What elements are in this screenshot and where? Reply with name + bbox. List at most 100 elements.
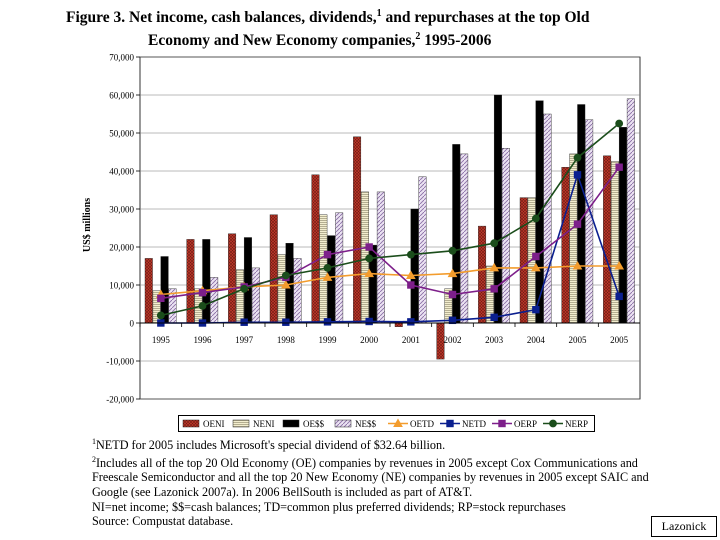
author-tag: Lazonick	[651, 516, 717, 537]
bar-oecash-2005	[577, 104, 586, 324]
legend-label-nerp: NERP	[565, 419, 588, 429]
title-line2: Economy and New Economy companies,	[148, 32, 416, 50]
point-oetd-2001	[405, 270, 416, 279]
bar-oeni-2000	[353, 136, 362, 324]
y-tick-label: 50,000	[109, 129, 134, 139]
abbreviations-note: NI=net income; $$=cash balances; TD=comm…	[92, 499, 566, 514]
y-axis-label: US$ millions	[82, 198, 93, 252]
figure-title: Figure 3. Net income, cash balances, div…	[66, 4, 666, 50]
x-tick-label: 2002	[444, 335, 462, 345]
line-netd	[160, 172, 620, 324]
point-nerp-2001	[406, 250, 415, 259]
x-tick-label: 1999	[319, 335, 338, 345]
x-tick-label: 2003	[485, 335, 504, 345]
point-oetd-2000	[364, 268, 375, 278]
x-tick-label: 2001	[402, 335, 420, 345]
point-oerp-2001	[407, 281, 415, 289]
title-line2-suffix: 1995-2006	[420, 32, 492, 50]
footnotes: 1NETD for 2005 includes Microsoft's spec…	[92, 435, 652, 529]
lines-group	[155, 119, 625, 327]
point-nerp-2000	[365, 254, 374, 263]
legend-label-neni: NENI	[253, 419, 275, 429]
point-oerp-2005	[573, 220, 582, 228]
y-tick-label: 20,000	[109, 243, 134, 253]
legend-svg: OENI NENI OE$$ NE$$ OETD NETD OERP NERP	[182, 418, 588, 429]
bar-oeni-1995	[144, 258, 153, 324]
point-oerp-2004	[532, 252, 540, 261]
point-oetd-2005	[572, 260, 583, 270]
point-nerp-2004	[531, 214, 540, 223]
point-nerp-2005	[573, 153, 582, 162]
bar-oeni-1996	[186, 239, 195, 324]
legend-swatch-necash	[334, 419, 352, 428]
y-tick-label: 40,000	[109, 167, 134, 177]
point-oerp-2005	[615, 163, 623, 171]
point-nerp-1999	[323, 264, 332, 272]
bar-neni-1998	[277, 254, 286, 324]
x-tick-label: 1997	[235, 335, 254, 345]
bar-necash-2001	[418, 176, 427, 324]
point-oetd-2002	[447, 268, 458, 278]
point-oetd-1999	[322, 272, 333, 281]
point-oerp-1995	[157, 294, 165, 303]
y-tick-label: 10,000	[109, 281, 134, 291]
legend-marker-netd	[446, 419, 454, 428]
point-netd-2001	[407, 318, 415, 326]
point-nerp-2003	[490, 239, 499, 248]
footnote-2-mark: 2	[92, 454, 96, 464]
point-oerp-2003	[490, 285, 498, 293]
legend-label-oetd: OETD	[410, 419, 434, 429]
legend-label-oeni: OENI	[203, 419, 225, 429]
bar-oeni-2001	[394, 322, 403, 327]
legend-marker-nerp	[549, 419, 557, 428]
legend-label-necash: NE$$	[355, 419, 376, 429]
point-nerp-1998	[281, 271, 290, 280]
x-tick-label: 2000	[360, 335, 379, 345]
footnote-2-text: Includes all of the top 20 Old Economy (…	[92, 455, 649, 499]
bar-oeni-1999	[311, 174, 320, 324]
legend-label-netd: NETD	[462, 419, 486, 429]
point-netd-1997	[240, 318, 248, 326]
line-nerp	[160, 122, 620, 317]
point-oerp-2000	[365, 243, 373, 251]
bar-oeni-1997	[228, 233, 237, 324]
x-tick-label: 2004	[527, 335, 546, 345]
legend-swatch-neni	[232, 419, 250, 428]
point-netd-2005	[573, 171, 582, 179]
point-nerp-1997	[240, 284, 249, 293]
line-oerp	[160, 166, 620, 300]
legend-label-oecash: OE$$	[303, 419, 324, 429]
bar-oecash-2001	[410, 208, 419, 324]
point-nerp-1995	[156, 311, 165, 320]
footnote-2: 2Includes all of the top 20 Old Economy …	[92, 453, 652, 500]
point-oetd-1998	[280, 279, 291, 289]
point-oetd-2005	[614, 260, 625, 270]
y-tick-label: 70,000	[109, 53, 134, 63]
point-netd-1999	[323, 318, 332, 326]
bar-oeni-2004	[519, 197, 528, 324]
bar-necash-1997	[251, 267, 260, 324]
point-netd-2005	[615, 292, 623, 301]
bar-necash-1998	[293, 258, 302, 324]
point-netd-2003	[490, 313, 498, 322]
footnote-1: 1NETD for 2005 includes Microsoft's spec…	[92, 435, 652, 453]
point-oetd-2004	[530, 262, 541, 272]
bar-oeni-1998	[269, 214, 278, 324]
x-tick-label: 2005	[569, 335, 588, 345]
bar-oecash-1997	[243, 237, 252, 324]
point-netd-2002	[448, 316, 457, 325]
x-tick-label: 1998	[277, 335, 296, 345]
point-oerp-1996	[198, 288, 207, 297]
bar-oecash-1996	[202, 239, 211, 324]
x-tick-label: 2005	[610, 335, 629, 345]
footnote-1-text: NETD for 2005 includes Microsoft's speci…	[96, 438, 446, 453]
legend-marker-oetd	[393, 418, 403, 427]
title-footnote-mark-2: 2	[415, 31, 421, 43]
legend-swatch-oeni	[182, 419, 200, 428]
bar-necash-2002	[460, 153, 469, 324]
bar-necash-2004	[543, 113, 552, 324]
bar-oeni-2005	[561, 166, 570, 324]
x-tick-label: 1996	[194, 335, 213, 345]
footnote-1-mark: 1	[92, 437, 96, 446]
